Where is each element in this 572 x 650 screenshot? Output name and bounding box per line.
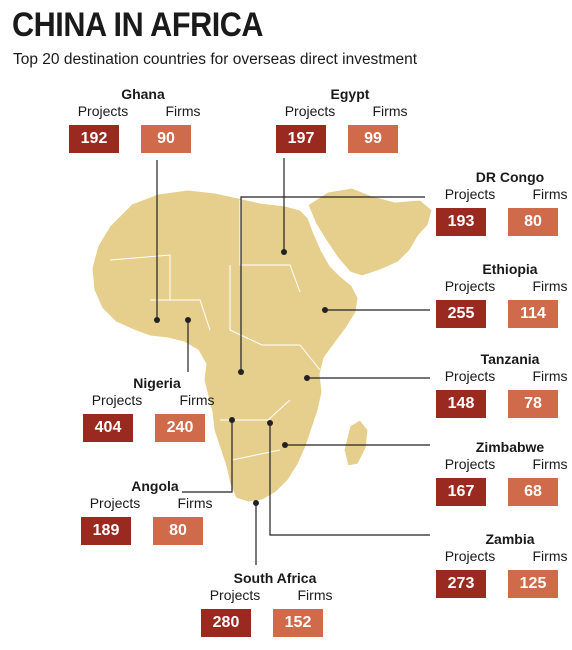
firms-value: 114 <box>508 300 558 328</box>
dot-ghana <box>154 317 160 323</box>
dot-zambia <box>267 420 273 426</box>
firms-label: Firms <box>532 368 568 384</box>
madagascar-land <box>343 419 369 467</box>
projects-value: 192 <box>69 125 119 153</box>
firms-label: Firms <box>532 456 568 472</box>
projects-value: 189 <box>81 517 131 545</box>
projects-value: 280 <box>201 609 251 637</box>
africa-land <box>91 189 359 503</box>
dot-nigeria <box>185 317 191 323</box>
firms-value: 90 <box>141 125 191 153</box>
firms-value: 78 <box>508 390 558 418</box>
leader-drcongo <box>240 196 425 372</box>
firms-label: Firms <box>532 186 568 202</box>
projects-label: Projects <box>444 278 496 294</box>
projects-value: 148 <box>436 390 486 418</box>
country-name: Nigeria <box>133 375 181 391</box>
country-borders <box>109 200 321 461</box>
firms-value: 240 <box>155 414 205 442</box>
projects-value: 255 <box>436 300 486 328</box>
projects-label: Projects <box>77 103 129 119</box>
firms-value: 125 <box>508 570 558 598</box>
projects-label: Projects <box>444 548 496 564</box>
page-subtitle: Top 20 destination countries for oversea… <box>13 51 418 68</box>
firms-label: Firms <box>532 548 568 564</box>
country-name: Tanzania <box>480 351 540 367</box>
projects-label: Projects <box>209 587 261 603</box>
country-name: Egypt <box>330 86 370 102</box>
country-box-drcongo: DR Congo Projects Firms 193 80 <box>430 169 572 239</box>
firms-label: Firms <box>532 278 568 294</box>
firms-value: 99 <box>348 125 398 153</box>
firms-label: Firms <box>297 587 333 603</box>
country-box-zambia: Zambia Projects Firms 273 125 <box>430 531 572 601</box>
dot-ethiopia <box>322 307 328 313</box>
projects-label: Projects <box>444 368 496 384</box>
projects-value: 193 <box>436 208 486 236</box>
leader-angola <box>182 420 233 493</box>
country-box-egypt: Egypt Projects Firms 197 99 <box>270 86 430 156</box>
country-box-southafrica: South Africa Projects Firms 280 152 <box>195 570 355 640</box>
dot-drcongo <box>238 369 244 375</box>
projects-label: Projects <box>444 186 496 202</box>
country-name: Angola <box>131 478 179 494</box>
projects-value: 273 <box>436 570 486 598</box>
firms-label: Firms <box>177 495 213 511</box>
leader-lines <box>156 158 430 565</box>
firms-value: 80 <box>153 517 203 545</box>
country-box-tanzania: Tanzania Projects Firms 148 78 <box>430 351 572 421</box>
projects-value: 197 <box>276 125 326 153</box>
dot-tanzania <box>304 375 310 381</box>
country-name: Ethiopia <box>482 261 538 277</box>
firms-label: Firms <box>372 103 408 119</box>
country-name: Zimbabwe <box>475 439 545 455</box>
firms-value: 68 <box>508 478 558 506</box>
country-box-zimbabwe: Zimbabwe Projects Firms 167 68 <box>430 439 572 509</box>
projects-label: Projects <box>91 392 143 408</box>
firms-value: 152 <box>273 609 323 637</box>
projects-label: Projects <box>444 456 496 472</box>
firms-value: 80 <box>508 208 558 236</box>
country-name: Zambia <box>485 531 535 547</box>
page-title: CHINA IN AFRICA <box>12 6 264 44</box>
firms-label: Firms <box>165 103 201 119</box>
projects-label: Projects <box>284 103 336 119</box>
dot-southafrica <box>253 500 259 506</box>
leader-zambia <box>269 423 430 536</box>
country-name: Ghana <box>121 86 165 102</box>
dot-angola <box>229 417 235 423</box>
country-box-angola: Angola Projects Firms 189 80 <box>75 478 235 548</box>
country-box-nigeria: Nigeria Projects Firms 404 240 <box>77 375 237 445</box>
dot-zimbabwe <box>282 442 288 448</box>
country-name: DR Congo <box>475 169 545 185</box>
country-box-ghana: Ghana Projects Firms 192 90 <box>63 86 223 156</box>
projects-label: Projects <box>89 495 141 511</box>
location-dots <box>154 249 328 506</box>
firms-label: Firms <box>179 392 215 408</box>
projects-value: 167 <box>436 478 486 506</box>
arabian-peninsula-land <box>307 187 433 277</box>
dot-egypt <box>281 249 287 255</box>
country-box-ethiopia: Ethiopia Projects Firms 255 114 <box>430 261 572 331</box>
country-name: South Africa <box>233 570 317 586</box>
projects-value: 404 <box>83 414 133 442</box>
